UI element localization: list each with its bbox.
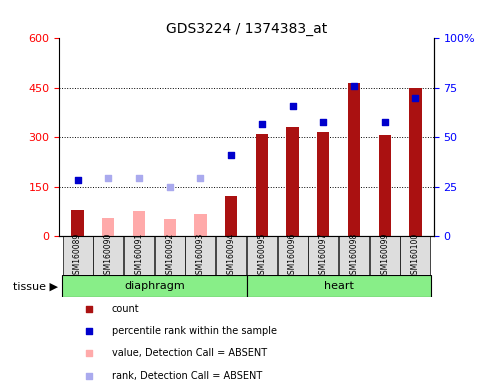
Text: rank, Detection Call = ABSENT: rank, Detection Call = ABSENT [111, 371, 262, 381]
Title: GDS3224 / 1374383_at: GDS3224 / 1374383_at [166, 22, 327, 36]
Point [350, 83, 358, 89]
Bar [379, 136, 391, 236]
Bar [124, 236, 154, 275]
Bar [317, 132, 329, 236]
Bar [348, 83, 360, 236]
Point [319, 119, 327, 126]
Bar [339, 236, 369, 275]
Point [135, 175, 143, 181]
Text: GSM160090: GSM160090 [104, 232, 113, 279]
Bar [185, 236, 215, 275]
Bar [71, 210, 84, 236]
Bar [370, 236, 400, 275]
Bar [216, 236, 246, 275]
Bar [155, 236, 185, 275]
Bar [62, 275, 246, 297]
Bar [409, 88, 422, 236]
Text: GSM160098: GSM160098 [350, 232, 358, 279]
Point [166, 184, 174, 190]
Bar [246, 275, 431, 297]
Text: diaphragm: diaphragm [124, 281, 185, 291]
Point [227, 152, 235, 158]
Text: GSM160092: GSM160092 [165, 232, 174, 279]
Point [288, 103, 296, 109]
Text: GSM160097: GSM160097 [319, 232, 328, 279]
Text: GSM160093: GSM160093 [196, 232, 205, 279]
Bar [256, 134, 268, 236]
Text: count: count [111, 304, 139, 314]
Point [197, 175, 205, 181]
Bar [308, 236, 338, 275]
Point [105, 175, 112, 181]
Text: GSM160089: GSM160089 [73, 232, 82, 279]
Text: GSM160095: GSM160095 [257, 232, 266, 279]
Bar [194, 215, 207, 236]
Text: GSM160096: GSM160096 [288, 232, 297, 279]
Bar [400, 236, 430, 275]
Bar [278, 236, 308, 275]
Text: GSM160099: GSM160099 [380, 232, 389, 279]
Text: value, Detection Call = ABSENT: value, Detection Call = ABSENT [111, 348, 267, 358]
Text: GSM160091: GSM160091 [135, 232, 143, 279]
Text: tissue ▶: tissue ▶ [13, 281, 58, 291]
Point [258, 121, 266, 127]
Bar [225, 196, 237, 236]
Text: GSM160094: GSM160094 [227, 232, 236, 279]
Bar [286, 127, 299, 236]
Bar [247, 236, 277, 275]
Bar [164, 219, 176, 236]
Point [381, 119, 388, 126]
Bar [102, 218, 114, 236]
Text: percentile rank within the sample: percentile rank within the sample [111, 326, 277, 336]
Bar [133, 211, 145, 236]
Bar [63, 236, 93, 275]
Bar [93, 236, 123, 275]
Point [412, 94, 420, 101]
Text: GSM160100: GSM160100 [411, 232, 420, 279]
Text: heart: heart [324, 281, 353, 291]
Point [73, 177, 81, 183]
